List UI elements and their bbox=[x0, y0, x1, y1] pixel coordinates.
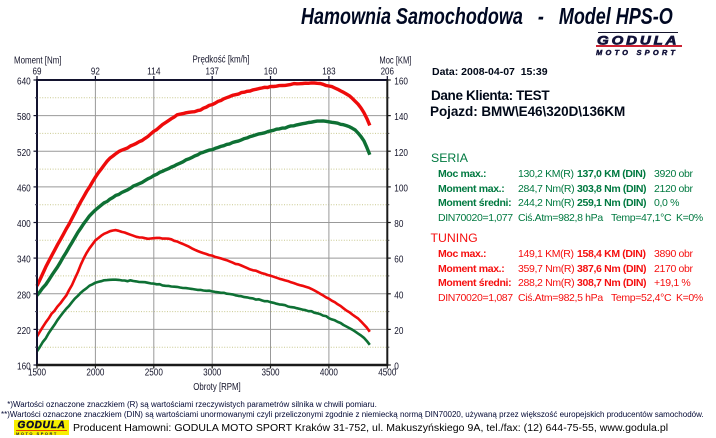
svg-text:140: 140 bbox=[394, 112, 408, 123]
svg-text:206: 206 bbox=[381, 67, 395, 78]
svg-text:Obroty [RPM]: Obroty [RPM] bbox=[193, 381, 241, 393]
svg-text:100: 100 bbox=[394, 184, 408, 195]
svg-text:2000: 2000 bbox=[86, 368, 104, 379]
svg-text:4000: 4000 bbox=[320, 368, 338, 379]
svg-text:137: 137 bbox=[206, 67, 220, 78]
svg-text:0: 0 bbox=[394, 362, 399, 373]
svg-text:1500: 1500 bbox=[28, 368, 46, 379]
svg-text:520: 520 bbox=[17, 148, 31, 159]
svg-text:69: 69 bbox=[33, 67, 42, 78]
svg-text:400: 400 bbox=[17, 219, 31, 230]
svg-text:114: 114 bbox=[147, 67, 161, 78]
svg-text:2500: 2500 bbox=[145, 368, 163, 379]
svg-text:183: 183 bbox=[322, 67, 336, 78]
svg-text:3500: 3500 bbox=[261, 368, 279, 379]
svg-text:60: 60 bbox=[394, 255, 403, 266]
svg-text:220: 220 bbox=[17, 326, 31, 337]
svg-text:80: 80 bbox=[394, 219, 403, 230]
svg-text:120: 120 bbox=[394, 148, 408, 159]
svg-text:160: 160 bbox=[17, 362, 31, 373]
svg-text:460: 460 bbox=[17, 184, 31, 195]
svg-text:340: 340 bbox=[17, 255, 31, 266]
svg-text:280: 280 bbox=[17, 290, 31, 301]
svg-text:92: 92 bbox=[91, 67, 100, 78]
svg-text:20: 20 bbox=[394, 326, 403, 337]
svg-text:4500: 4500 bbox=[378, 368, 396, 379]
svg-text:Moc [KM]: Moc [KM] bbox=[379, 55, 411, 67]
svg-text:640: 640 bbox=[17, 77, 31, 88]
svg-text:3000: 3000 bbox=[203, 368, 221, 379]
svg-text:160: 160 bbox=[264, 67, 278, 78]
svg-text:160: 160 bbox=[394, 77, 408, 88]
svg-text:580: 580 bbox=[17, 112, 31, 123]
svg-text:40: 40 bbox=[394, 290, 403, 301]
svg-text:Prędkość [km/h]: Prędkość [km/h] bbox=[193, 54, 250, 66]
svg-text:Moment [Nm]: Moment [Nm] bbox=[14, 55, 62, 67]
